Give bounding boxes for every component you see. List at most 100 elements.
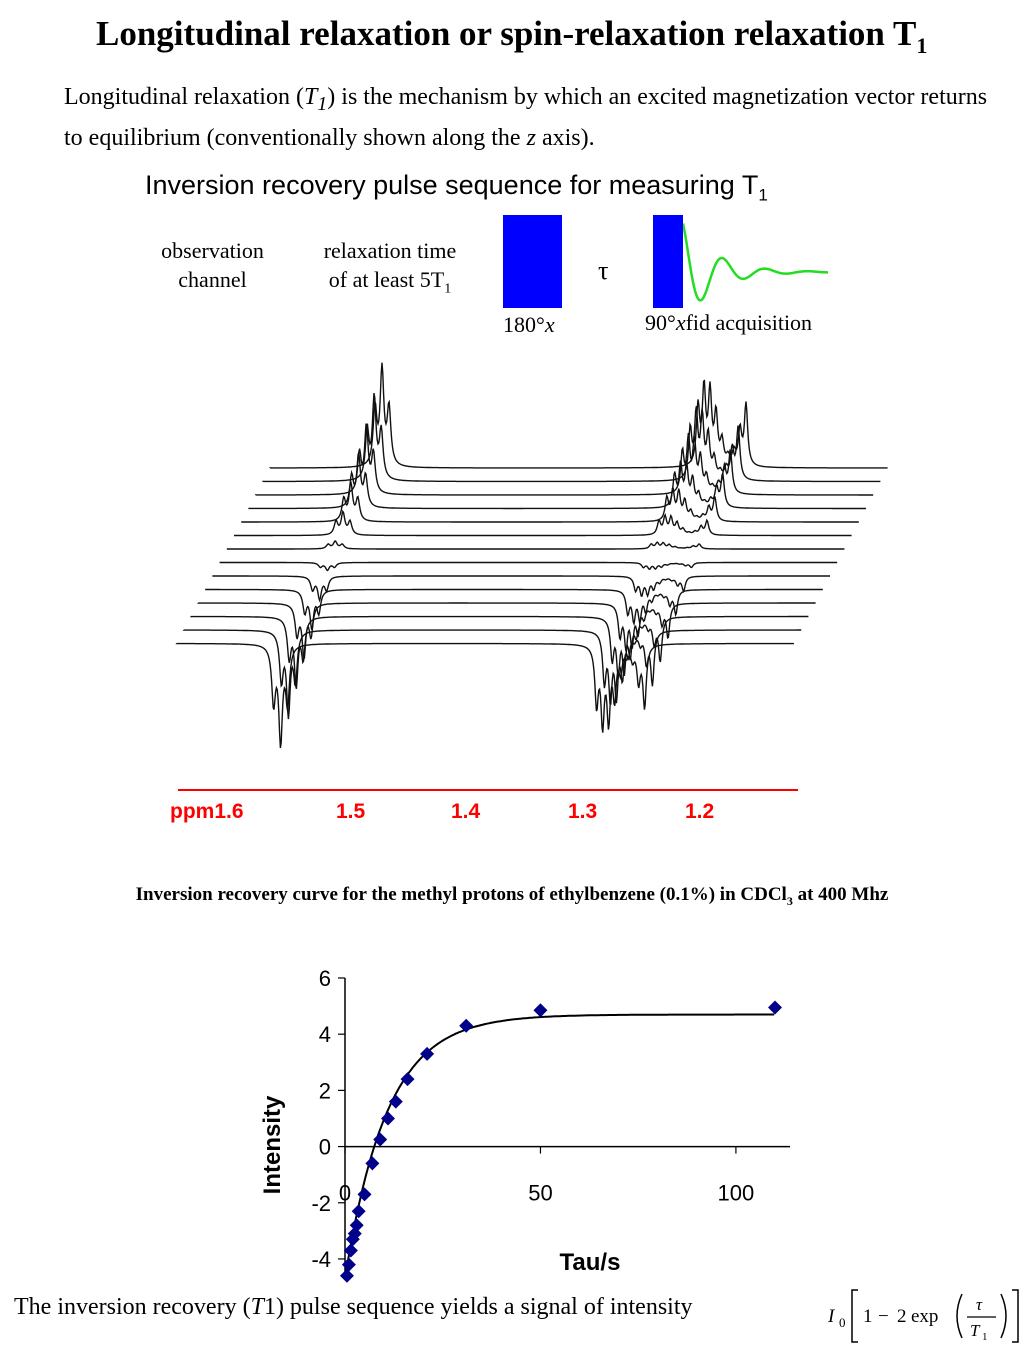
title-text: Longitudinal relaxation or spin-relaxati… [96, 14, 917, 53]
formula-left-bracket [851, 1289, 858, 1343]
formula-t-subscript: 1 [982, 1331, 988, 1343]
ppm-tick-1-6: ppm1.6 [170, 800, 244, 824]
spectrum-trace [262, 392, 881, 483]
curve-caption-subscript: 3 [786, 893, 793, 908]
y-tick-label: 6 [319, 966, 331, 991]
curve-caption: Inversion recovery curve for the methyl … [0, 884, 1024, 909]
data-point-marker [351, 1204, 366, 1219]
curve-caption-tail: at 400 Mhz [792, 884, 889, 905]
page-title: Longitudinal relaxation or spin-relaxati… [96, 14, 1016, 59]
formula-i: I [827, 1306, 836, 1327]
x-tick-label: 100 [718, 1181, 755, 1206]
inversion-recovery-chart: -4 -2 0 2 4 6 0 50 100 Tau/s Intensity [259, 966, 790, 1283]
data-point-marker [345, 1232, 360, 1247]
ppm-axis-line [178, 789, 798, 791]
formula-two: 2 [897, 1306, 907, 1327]
relax-line-2-text: of at least 5T [328, 267, 445, 292]
spectrum-trace [212, 575, 830, 603]
intro-t-symbol: T [303, 84, 318, 110]
y-tick-label: 2 [319, 1078, 331, 1103]
data-point-marker [343, 1243, 358, 1258]
pulse-90-axis: x [675, 310, 686, 335]
footer-text-1: The inversion recovery ( [14, 1294, 251, 1320]
observation-channel-label: observation channel [145, 236, 280, 294]
x-tick-label: 50 [528, 1181, 552, 1206]
footer-text-2: 1) pulse sequence yields a signal of int… [263, 1294, 693, 1320]
x-tick-label: 0 [339, 1181, 351, 1206]
spectrum-trace [190, 615, 809, 689]
spectrum-trace [197, 602, 816, 659]
data-point-marker [349, 1218, 364, 1233]
pulse-sequence-title-text: Inversion recovery pulse sequence for me… [145, 170, 759, 200]
data-point-marker [347, 1226, 362, 1241]
data-point-marker [420, 1046, 435, 1061]
y-tick-label: 4 [319, 1022, 331, 1047]
formula-left-paren [956, 1293, 963, 1339]
spectrum-trace [241, 481, 859, 523]
pulse-sequence-title-subscript: 1 [758, 185, 768, 205]
data-point-marker [357, 1187, 372, 1202]
intro-text-3: axis). [535, 124, 595, 151]
spectrum-trace [248, 452, 866, 510]
formula-i-subscript: 0 [839, 1315, 846, 1330]
data-point-marker [373, 1132, 388, 1147]
pulse-90-label: 90°xfid acquisition [645, 310, 812, 336]
observation-line-2: channel [178, 267, 247, 292]
tau-delay-symbol: τ [598, 256, 609, 285]
data-point-marker [381, 1111, 395, 1126]
pulse-sequence-title: Inversion recovery pulse sequence for me… [145, 170, 768, 205]
intro-t-subscript: 1 [317, 92, 328, 115]
spectrum-trace [205, 588, 823, 630]
ppm-tick-1-4: 1.4 [451, 800, 481, 823]
intro-text-2: ) is the mechanism by which an excited m… [64, 84, 988, 151]
pulse-180-axis: x [544, 312, 555, 337]
formula-tau: τ [976, 1295, 983, 1314]
spectrum-trace [226, 540, 845, 550]
intro-paragraph: Longitudinal relaxation (T1) is the mech… [64, 80, 1004, 155]
data-point-marker [533, 1003, 548, 1018]
chart-axes: -4 -2 0 2 4 6 0 50 100 [311, 966, 790, 1273]
chart-points [339, 1000, 782, 1283]
y-tick-label: -2 [311, 1191, 331, 1216]
pulse-180-block [503, 215, 562, 308]
ppm-unit-label: ppm [170, 800, 215, 823]
ppm-tick-label: 1.6 [214, 800, 244, 823]
ppm-tick-1-5: 1.5 [336, 800, 366, 823]
spectrum-trace [254, 423, 874, 496]
pulse-90-block [653, 215, 683, 308]
formula-one: 1 [863, 1306, 873, 1327]
spectrum-trace [234, 509, 852, 537]
data-point-marker [400, 1072, 415, 1087]
data-point-marker [341, 1257, 356, 1272]
footer-sentence: The inversion recovery (T1) pulse sequen… [14, 1294, 693, 1321]
intro-z-symbol: z [526, 124, 536, 151]
fid-wave [683, 223, 828, 302]
intro-text-1: Longitudinal relaxation ( [64, 84, 304, 110]
spectrum-trace [219, 561, 838, 572]
intensity-formula: I 0 1 − 2 exp τ T 1 [827, 1289, 1019, 1343]
observation-line-1: observation [161, 238, 264, 263]
stacked-spectra [175, 362, 888, 749]
y-tick-label: 0 [319, 1135, 331, 1160]
data-point-marker [339, 1268, 354, 1283]
fid-acquisition-label: fid acquisition [685, 310, 813, 335]
x-axis-label: Tau/s [560, 1249, 621, 1276]
data-point-marker [768, 1000, 782, 1015]
relax-line-2-subscript: 1 [444, 281, 452, 297]
pulse-90-number: 90° [645, 310, 676, 335]
pulse-180-label: 180°x [503, 312, 555, 338]
relaxation-time-label: relaxation time of at least 5T1 [305, 236, 475, 303]
curve-caption-text: Inversion recovery curve for the methyl … [135, 884, 787, 905]
ppm-tick-1-3: 1.3 [568, 800, 598, 823]
formula-right-paren [1000, 1293, 1007, 1339]
pulse-180-number: 180° [503, 312, 545, 337]
data-point-marker [388, 1094, 403, 1109]
spectrum-trace [182, 629, 802, 720]
fit-curve [345, 1013, 775, 1272]
ppm-tick-1-2: 1.2 [685, 800, 715, 823]
y-axis-label: Intensity [259, 1095, 286, 1194]
footer-t-symbol: T [250, 1294, 264, 1320]
relax-line-1: relaxation time [323, 238, 457, 263]
formula-t: T [970, 1321, 981, 1340]
formula-exp: exp [911, 1306, 938, 1327]
